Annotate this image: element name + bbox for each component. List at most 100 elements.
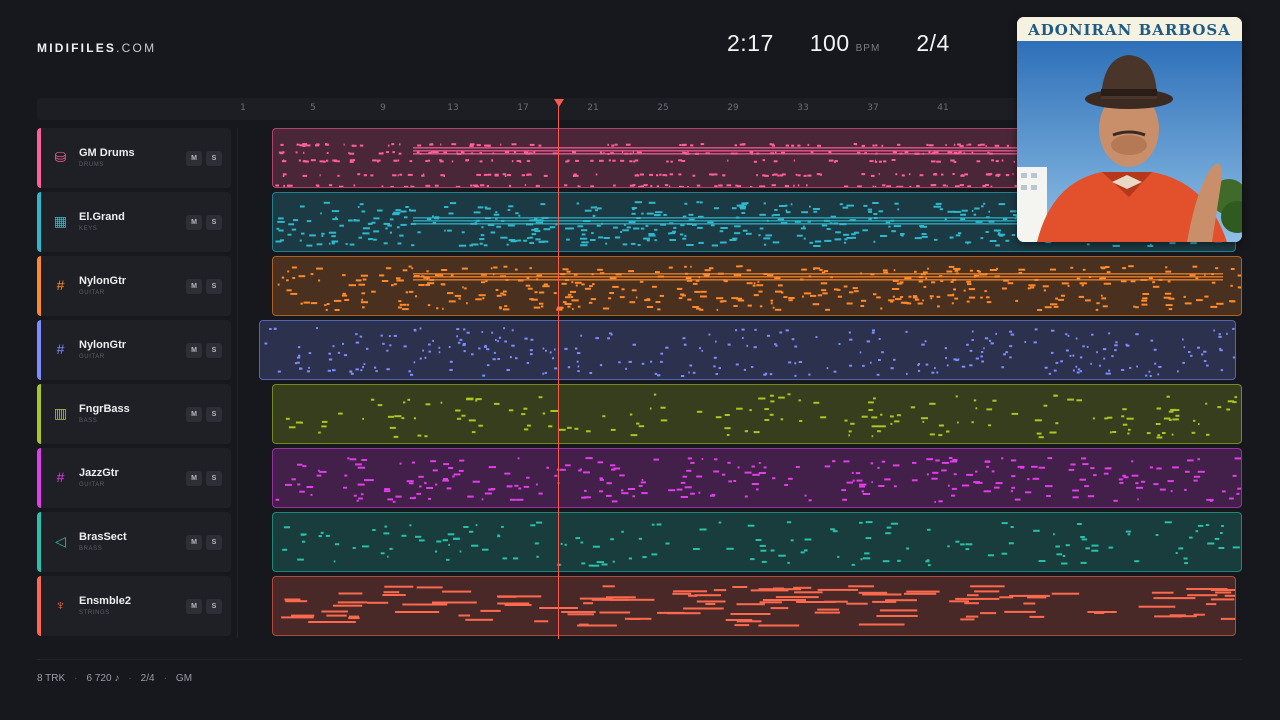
midi-note xyxy=(809,205,811,208)
midi-note xyxy=(277,283,280,286)
timeline-ruler[interactable]: 1 5 9 13 17 21 25 29 33 37 41 xyxy=(37,98,1242,120)
midi-note xyxy=(299,239,302,242)
midi-note xyxy=(1094,612,1105,614)
playhead[interactable] xyxy=(558,99,559,639)
midi-note xyxy=(383,242,388,245)
midi-note xyxy=(800,551,805,554)
midi-note xyxy=(558,428,566,431)
midi-note xyxy=(640,185,644,187)
midi-note xyxy=(1001,366,1004,369)
midi-note xyxy=(973,213,977,216)
midi-note xyxy=(667,612,701,615)
solo-button[interactable]: S xyxy=(206,535,222,550)
track-lane-5[interactable] xyxy=(272,384,1242,444)
midi-note xyxy=(980,143,985,146)
mute-button[interactable]: M xyxy=(186,471,202,486)
track-header-4[interactable]: # NylonGtr GUITAR M S xyxy=(37,320,231,380)
midi-note xyxy=(689,364,693,367)
midi-note xyxy=(634,159,639,162)
midi-note xyxy=(741,212,745,214)
midi-note xyxy=(516,498,524,501)
track-header-2[interactable]: ▦ El.Grand KEYS M S xyxy=(37,192,231,252)
midi-note xyxy=(1155,423,1161,425)
track-lane-7[interactable] xyxy=(272,512,1242,572)
mute-button[interactable]: M xyxy=(186,599,202,614)
midi-note xyxy=(752,473,760,476)
midi-note xyxy=(1111,355,1114,358)
midi-note xyxy=(298,354,301,357)
midi-note xyxy=(790,539,794,542)
midi-note xyxy=(357,483,365,486)
solo-button[interactable]: S xyxy=(206,279,222,294)
solo-button[interactable]: S xyxy=(206,407,222,422)
midi-note xyxy=(953,143,956,146)
track-header-5[interactable]: ▥ FngrBass BASS M S xyxy=(37,384,231,444)
track-header-1[interactable]: ⛁ GM Drums DRUMS M S xyxy=(37,128,231,188)
midi-note xyxy=(1127,533,1131,536)
track-header-6[interactable]: # JazzGtr GUITAR M S xyxy=(37,448,231,508)
solo-button[interactable]: S xyxy=(206,343,222,358)
track-header-3[interactable]: # NylonGtr GUITAR M S xyxy=(37,256,231,316)
solo-button[interactable]: S xyxy=(206,215,222,230)
mute-button[interactable]: M xyxy=(186,535,202,550)
midi-note xyxy=(370,398,375,401)
album-cover: ADONIRAN BARBOSA xyxy=(1017,17,1242,242)
midi-note xyxy=(590,185,594,187)
midi-note xyxy=(1183,295,1186,298)
midi-note xyxy=(338,412,343,415)
solo-button[interactable]: S xyxy=(206,599,222,614)
midi-note xyxy=(770,302,773,305)
track-header-7[interactable]: ◁ BrasSect BRASS M S xyxy=(37,512,231,572)
solo-button[interactable]: S xyxy=(206,471,222,486)
mute-button[interactable]: M xyxy=(186,279,202,294)
track-lane-6[interactable] xyxy=(272,448,1242,508)
midi-note xyxy=(987,151,990,154)
midi-note xyxy=(763,237,771,240)
midi-note xyxy=(722,174,724,177)
midi-note xyxy=(455,409,461,412)
violin-icon: ♆ xyxy=(55,597,66,613)
track-lane-3[interactable] xyxy=(272,256,1242,316)
midi-note xyxy=(576,360,579,363)
midi-note xyxy=(305,160,309,163)
midi-note xyxy=(1033,529,1040,532)
midi-note xyxy=(432,215,434,218)
midi-note xyxy=(293,219,299,222)
track-header-8[interactable]: ♆ Ensmble2 STRINGS M S xyxy=(37,576,231,636)
midi-note xyxy=(795,173,798,176)
midi-note xyxy=(395,611,440,613)
midi-note xyxy=(684,486,692,489)
track-lane-8[interactable] xyxy=(272,576,1236,636)
midi-note xyxy=(401,417,405,420)
mute-button[interactable]: M xyxy=(186,407,202,422)
midi-note xyxy=(1221,525,1224,527)
midi-note xyxy=(958,151,962,154)
note-pattern xyxy=(277,265,1241,311)
mute-button[interactable]: M xyxy=(186,151,202,166)
mute-button[interactable]: M xyxy=(186,215,202,230)
midi-note xyxy=(1153,348,1157,351)
track-name: JazzGtr xyxy=(79,467,119,479)
midi-note xyxy=(872,144,875,147)
midi-note xyxy=(901,174,905,177)
mute-button[interactable]: M xyxy=(186,343,202,358)
midi-note xyxy=(984,460,991,463)
midi-note xyxy=(409,209,416,212)
midi-note xyxy=(288,184,293,187)
midi-note xyxy=(493,213,500,216)
midi-note xyxy=(463,328,466,331)
playhead-handle[interactable] xyxy=(554,99,564,107)
midi-note xyxy=(1004,610,1036,613)
midi-note xyxy=(296,356,301,359)
track-lane-4[interactable] xyxy=(259,320,1236,380)
track-category: GUITAR xyxy=(79,354,105,360)
midi-note xyxy=(383,532,390,535)
midi-note xyxy=(344,474,348,477)
midi-note xyxy=(803,174,807,177)
midi-note xyxy=(878,173,880,176)
midi-note xyxy=(549,351,552,354)
midi-note xyxy=(366,347,369,350)
midi-note xyxy=(497,602,530,605)
note-pattern xyxy=(281,585,1235,627)
solo-button[interactable]: S xyxy=(206,151,222,166)
